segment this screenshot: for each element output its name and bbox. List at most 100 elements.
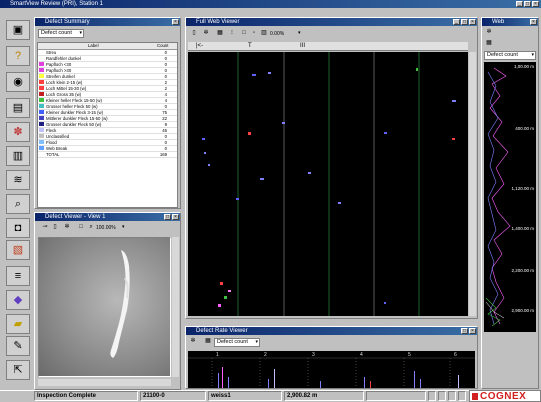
full-web-viewer-close-button[interactable]: × <box>469 19 476 25</box>
trend-label-4: 1,400.00 m <box>511 226 534 231</box>
minimize-button[interactable]: _ <box>516 1 523 7</box>
select-icon[interactable]: ▫ <box>252 30 256 36</box>
frame-icon[interactable]: □ <box>242 30 246 36</box>
defect-viewer-max-button[interactable]: □ <box>164 214 171 220</box>
display-tool-button[interactable]: ▤ <box>6 98 30 118</box>
table-row[interactable]: Papfloch <30 0 <box>38 61 177 68</box>
lane-header-start[interactable]: |<- <box>196 43 204 49</box>
table-row[interactable]: Randfehler dunkel 0 <box>38 55 177 62</box>
defect-rate-close-button[interactable]: × <box>469 328 476 334</box>
page-icon[interactable]: ▯ <box>192 30 196 36</box>
rate-tick-3: 3 <box>312 352 315 358</box>
graph-tool-button[interactable]: ▥ <box>6 146 30 166</box>
defect-rate-max-button[interactable]: □ <box>461 328 468 334</box>
full-web-viewer-max-button[interactable]: □ <box>461 19 468 25</box>
tools-icon[interactable]: ✲ <box>190 338 196 344</box>
chart-icon[interactable]: ▦ <box>486 40 492 46</box>
defect-viewer-hscroll[interactable] <box>38 379 171 386</box>
table-row[interactable]: Loch klein 2-15 (w) 2 <box>38 79 177 86</box>
defect-summary-dropdown[interactable]: Defect count ▾ <box>38 29 84 38</box>
chart-icon[interactable]: ▦ <box>205 338 211 344</box>
full-web-viewer-panel: Full Web Viewer _ □ × ▯ ✲ ▦ ⁝ □ ▫ ▥ 0.00… <box>185 17 478 319</box>
snapshot-tool-button[interactable]: ◘ <box>6 218 30 238</box>
defect-count-cell: 75 <box>148 109 177 116</box>
class-color-swatch <box>39 68 44 73</box>
tools-icon[interactable]: ✲ <box>64 224 70 230</box>
zoom-icon[interactable]: ⌕ <box>89 224 93 230</box>
defect-summary-close-button[interactable]: × <box>172 19 179 25</box>
app-title: SmartView Review (PRI), Station 1 <box>10 1 103 7</box>
table-row[interactable]: Loch Mittel 15-30 (w) 2 <box>38 85 177 92</box>
page-icon[interactable]: ▯ <box>53 224 57 230</box>
chevron-down-icon[interactable]: ▾ <box>298 30 301 36</box>
pin-icon[interactable]: ⊸ <box>42 224 48 230</box>
defect-rate-dropdown[interactable]: Defect count ▾ <box>214 338 260 347</box>
defect-class-label: Streu <box>46 49 57 55</box>
status-bar <box>0 390 541 402</box>
defect-class-cell: Flood <box>38 139 149 146</box>
tools-icon[interactable]: ✲ <box>486 29 492 35</box>
defect-class-label: Kleiner heller Fleck 15-50 (w) <box>46 97 102 103</box>
camera-icon: ▣ <box>12 24 24 36</box>
table-row[interactable]: Loch Gross 35 (w) 4 <box>38 91 177 98</box>
table-row[interactable]: Kleiner heller Fleck 15-50 (w) 4 <box>38 97 177 104</box>
defect-count-cell: 2 <box>148 85 177 92</box>
table-row[interactable]: Fleck 45 <box>38 127 177 134</box>
lane-header-grid[interactable]: III <box>300 43 306 49</box>
frame-icon[interactable]: □ <box>79 224 83 230</box>
table-row[interactable]: Grosser dunkler Fleck 50 (w) 9 <box>38 121 177 128</box>
report-tool-button[interactable]: ≡ <box>6 266 30 286</box>
lane-header-mid[interactable]: T <box>248 43 252 49</box>
trend-tool-button[interactable]: ≋ <box>6 170 30 190</box>
zoom-tool-button[interactable]: ⌕ <box>6 194 30 214</box>
defect-class-label: Randfehler dunkel <box>46 55 81 61</box>
export-tool-button[interactable]: ⇱ <box>6 360 30 380</box>
table-row[interactable]: Grosser heller Fleck 50 (w) 0 <box>38 103 177 110</box>
help-tool-button[interactable]: ? <box>6 46 30 66</box>
tools-icon[interactable]: ✲ <box>203 30 209 36</box>
column-header-label[interactable]: Label <box>38 43 149 50</box>
defect-class-cell: Fleck <box>38 127 149 134</box>
defect-viewer-vscroll[interactable] <box>172 237 179 377</box>
inspect-tool-button[interactable]: ▣ <box>6 20 30 40</box>
web-trend-dropdown[interactable]: Defect count ▾ <box>484 51 536 60</box>
class-color-swatch <box>39 122 44 127</box>
frame-tool-button[interactable]: ▧ <box>6 240 30 260</box>
palette-tool-button[interactable]: ✽ <box>6 122 30 142</box>
chart-icon[interactable]: ▦ <box>217 30 223 36</box>
column-header-count[interactable]: Count <box>148 43 177 50</box>
columns-icon[interactable]: ▥ <box>261 30 267 36</box>
table-row[interactable]: Streifen dunkel 0 <box>38 73 177 80</box>
defect-viewer-close-button[interactable]: × <box>172 214 179 220</box>
table-row[interactable]: Unclassified 0 <box>38 133 177 140</box>
table-row[interactable]: Web Break 0 <box>38 145 177 152</box>
trend-label-3: 1,120.00 m <box>511 186 534 191</box>
full-web-viewer-zoom[interactable]: 0.00% <box>270 31 285 37</box>
table-row[interactable]: Kleiner dunkler Fleck 3-15 (w) 75 <box>38 109 177 116</box>
class-color-swatch <box>39 134 44 139</box>
table-row[interactable]: TOTAL 169 <box>38 151 177 158</box>
web-trend-chart: 1,00.00 m 400.00 m 1,120.00 m 1,400.00 m… <box>484 62 536 332</box>
table-row[interactable]: Papfloch >30 0 <box>38 67 177 74</box>
maximize-button[interactable]: □ <box>524 1 531 7</box>
defect-viewer-toolbar: ⊸ ▯ ✲ □ ⌕ 100.00% ▾ <box>37 223 178 233</box>
defect-rate-titlebar: Defect Rate Viewer □ × <box>186 327 477 335</box>
gauge-tool-button[interactable]: ◉ <box>6 72 30 92</box>
chevron-down-icon[interactable]: ▾ <box>122 224 125 230</box>
defect-class-label: Kleiner dunkler Fleck 3-15 (w) <box>46 109 104 115</box>
defect-class-label: Web Break <box>46 145 68 151</box>
table-row[interactable]: Flood 0 <box>38 139 177 146</box>
tag-tool-button[interactable]: ◆ <box>6 290 30 310</box>
close-button[interactable]: × <box>532 1 539 7</box>
full-web-viewer-vscroll[interactable] <box>469 52 476 316</box>
defect-count-cell: 169 <box>148 151 177 158</box>
web-trend-close-button[interactable]: × <box>530 19 537 25</box>
grid-icon[interactable]: ⁝ <box>231 30 233 36</box>
full-web-viewer-min-button[interactable]: _ <box>453 19 460 25</box>
defect-viewer-zoom[interactable]: 100.00% <box>96 225 116 231</box>
table-row[interactable]: Mittlerer dunkler Fleck 15-50 (w) 22 <box>38 115 177 122</box>
folder-tool-button[interactable]: ▰ <box>6 314 30 334</box>
web-trend-panel: Web × ✲ ▦ Defect count ▾ 1,00.00 m 400.00… <box>481 17 539 389</box>
pen-tool-button[interactable]: ✎ <box>6 336 30 356</box>
table-row[interactable]: Streu 0 <box>38 49 177 56</box>
